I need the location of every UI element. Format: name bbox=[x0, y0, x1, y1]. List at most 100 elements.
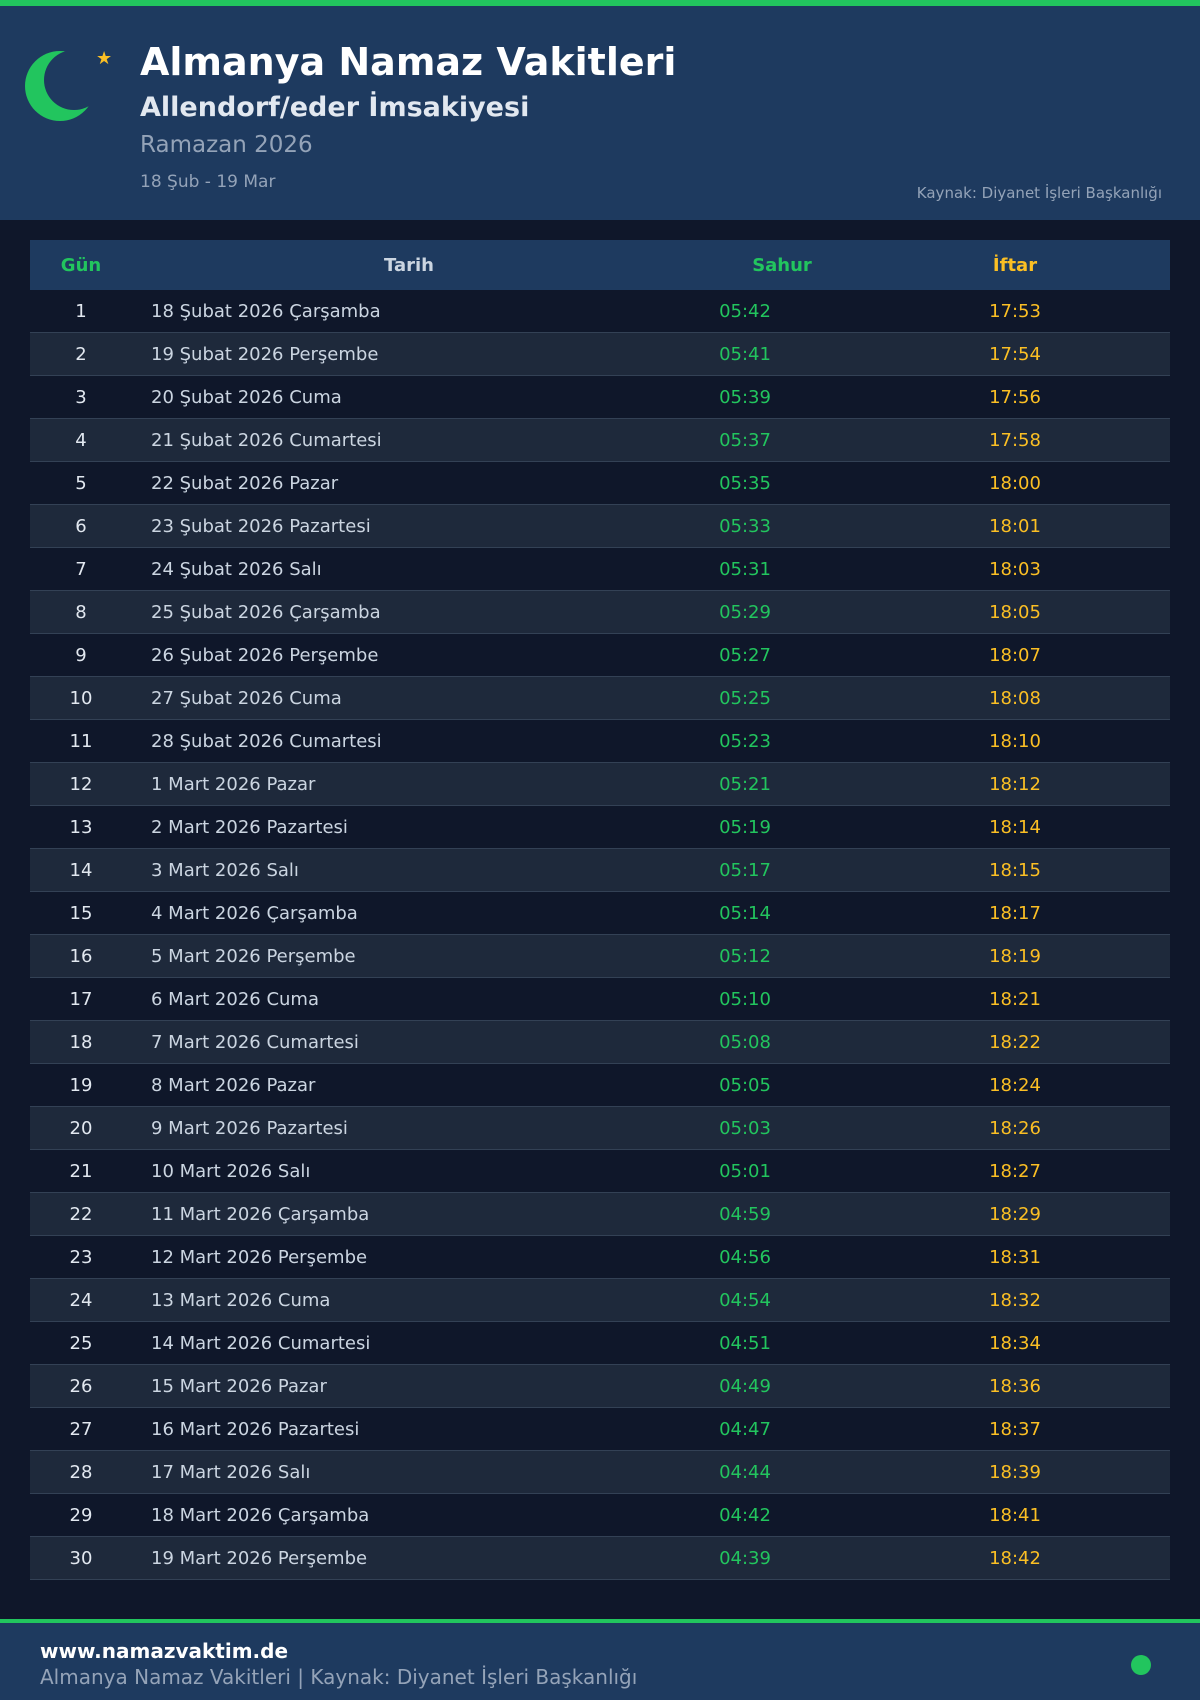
col-day: Gün bbox=[60, 254, 102, 276]
cell-iftar: 18:39 bbox=[989, 1461, 1041, 1483]
cell-sahur: 05:42 bbox=[719, 300, 771, 322]
col-sahur: Sahur bbox=[752, 254, 812, 276]
cell-iftar: 17:58 bbox=[989, 429, 1041, 451]
table-row: 12 1 Mart 2026 Pazar 05:21 18:12 bbox=[30, 763, 1170, 806]
footer-accent-bar bbox=[0, 1619, 1200, 1623]
table-row: 28 17 Mart 2026 Salı 04:44 18:39 bbox=[30, 1451, 1170, 1494]
cell-iftar: 18:36 bbox=[989, 1375, 1041, 1397]
cell-date: 1 Mart 2026 Pazar bbox=[151, 773, 316, 795]
cell-iftar: 18:05 bbox=[989, 601, 1041, 623]
cell-day: 27 bbox=[69, 1418, 93, 1440]
cell-sahur: 04:49 bbox=[719, 1375, 771, 1397]
cell-date: 9 Mart 2026 Pazartesi bbox=[151, 1117, 348, 1139]
table-row: 17 6 Mart 2026 Cuma 05:10 18:21 bbox=[30, 978, 1170, 1021]
table-row: 14 3 Mart 2026 Salı 05:17 18:15 bbox=[30, 849, 1170, 892]
cell-date: 24 Şubat 2026 Salı bbox=[151, 558, 322, 580]
cell-day: 19 bbox=[69, 1074, 93, 1096]
cell-day: 14 bbox=[69, 859, 93, 881]
table-row: 10 27 Şubat 2026 Cuma 05:25 18:08 bbox=[30, 677, 1170, 720]
cell-date: 18 Mart 2026 Çarşamba bbox=[151, 1504, 370, 1526]
cell-day: 25 bbox=[69, 1332, 93, 1354]
cell-iftar: 18:32 bbox=[989, 1289, 1041, 1311]
cell-sahur: 05:37 bbox=[719, 429, 771, 451]
col-date: Tarih bbox=[384, 254, 434, 276]
cell-iftar: 18:00 bbox=[989, 472, 1041, 494]
cell-date: 20 Şubat 2026 Cuma bbox=[151, 386, 342, 408]
cell-iftar: 17:53 bbox=[989, 300, 1041, 322]
cell-date: 28 Şubat 2026 Cumartesi bbox=[151, 730, 382, 752]
table-row: 11 28 Şubat 2026 Cumartesi 05:23 18:10 bbox=[30, 720, 1170, 763]
col-iftar: İftar bbox=[992, 254, 1038, 276]
cell-day: 3 bbox=[75, 386, 87, 408]
cell-day: 16 bbox=[69, 945, 93, 967]
cell-date: 5 Mart 2026 Perşembe bbox=[151, 945, 356, 967]
cell-date: 7 Mart 2026 Cumartesi bbox=[151, 1031, 359, 1053]
cell-iftar: 17:54 bbox=[989, 343, 1041, 365]
cell-iftar: 18:29 bbox=[989, 1203, 1041, 1225]
cell-day: 11 bbox=[69, 730, 93, 752]
date-range: 18 Şub - 19 Mar bbox=[140, 172, 276, 192]
cell-iftar: 18:26 bbox=[989, 1117, 1041, 1139]
table-header: Gün Tarih Sahur İftar bbox=[30, 240, 1170, 290]
cell-day: 18 bbox=[69, 1031, 93, 1053]
page-header: ★ Almanya Namaz Vakitleri Allendorf/eder… bbox=[0, 6, 1200, 220]
cell-sahur: 04:39 bbox=[719, 1547, 771, 1569]
cell-sahur: 05:03 bbox=[719, 1117, 771, 1139]
cell-day: 8 bbox=[75, 601, 87, 623]
table-row: 20 9 Mart 2026 Pazartesi 05:03 18:26 bbox=[30, 1107, 1170, 1150]
cell-date: 13 Mart 2026 Cuma bbox=[151, 1289, 331, 1311]
table-row: 21 10 Mart 2026 Salı 05:01 18:27 bbox=[30, 1150, 1170, 1193]
cell-date: 27 Şubat 2026 Cuma bbox=[151, 687, 342, 709]
cell-day: 28 bbox=[69, 1461, 93, 1483]
cell-date: 19 Şubat 2026 Perşembe bbox=[151, 343, 379, 365]
table-row: 13 2 Mart 2026 Pazartesi 05:19 18:14 bbox=[30, 806, 1170, 849]
cell-date: 18 Şubat 2026 Çarşamba bbox=[151, 300, 381, 322]
cell-date: 3 Mart 2026 Salı bbox=[151, 859, 299, 881]
star-icon: ★ bbox=[96, 48, 113, 69]
page-title: Almanya Namaz Vakitleri bbox=[140, 40, 677, 84]
cell-iftar: 18:24 bbox=[989, 1074, 1041, 1096]
cell-iftar: 18:15 bbox=[989, 859, 1041, 881]
cell-date: 6 Mart 2026 Cuma bbox=[151, 988, 319, 1010]
cell-day: 13 bbox=[69, 816, 93, 838]
cell-sahur: 05:21 bbox=[719, 773, 771, 795]
cell-day: 5 bbox=[75, 472, 87, 494]
cell-iftar: 17:56 bbox=[989, 386, 1041, 408]
site-link[interactable]: www.namazvaktim.de bbox=[40, 1639, 289, 1663]
cell-day: 29 bbox=[69, 1504, 93, 1526]
cell-iftar: 18:34 bbox=[989, 1332, 1041, 1354]
table-row: 1 18 Şubat 2026 Çarşamba 05:42 17:53 bbox=[30, 290, 1170, 333]
cell-day: 6 bbox=[75, 515, 87, 537]
cell-sahur: 05:35 bbox=[719, 472, 771, 494]
cell-iftar: 18:19 bbox=[989, 945, 1041, 967]
cell-date: 16 Mart 2026 Pazartesi bbox=[151, 1418, 360, 1440]
cell-day: 22 bbox=[69, 1203, 93, 1225]
cell-day: 21 bbox=[69, 1160, 93, 1182]
cell-date: 26 Şubat 2026 Perşembe bbox=[151, 644, 379, 666]
table-row: 24 13 Mart 2026 Cuma 04:54 18:32 bbox=[30, 1279, 1170, 1322]
cell-iftar: 18:12 bbox=[989, 773, 1041, 795]
cell-iftar: 18:31 bbox=[989, 1246, 1041, 1268]
table-row: 9 26 Şubat 2026 Perşembe 05:27 18:07 bbox=[30, 634, 1170, 677]
cell-day: 20 bbox=[69, 1117, 93, 1139]
table-row: 26 15 Mart 2026 Pazar 04:49 18:36 bbox=[30, 1365, 1170, 1408]
cell-date: 14 Mart 2026 Cumartesi bbox=[151, 1332, 371, 1354]
cell-sahur: 04:42 bbox=[719, 1504, 771, 1526]
table-row: 22 11 Mart 2026 Çarşamba 04:59 18:29 bbox=[30, 1193, 1170, 1236]
cell-day: 24 bbox=[69, 1289, 93, 1311]
cell-sahur: 05:10 bbox=[719, 988, 771, 1010]
table-row: 6 23 Şubat 2026 Pazartesi 05:33 18:01 bbox=[30, 505, 1170, 548]
cell-day: 7 bbox=[75, 558, 87, 580]
cell-date: 21 Şubat 2026 Cumartesi bbox=[151, 429, 382, 451]
cell-sahur: 04:54 bbox=[719, 1289, 771, 1311]
table-row: 5 22 Şubat 2026 Pazar 05:35 18:00 bbox=[30, 462, 1170, 505]
cell-sahur: 05:14 bbox=[719, 902, 771, 924]
cell-iftar: 18:41 bbox=[989, 1504, 1041, 1526]
cell-date: 10 Mart 2026 Salı bbox=[151, 1160, 311, 1182]
cell-sahur: 05:33 bbox=[719, 515, 771, 537]
table-row: 29 18 Mart 2026 Çarşamba 04:42 18:41 bbox=[30, 1494, 1170, 1537]
cell-day: 26 bbox=[69, 1375, 93, 1397]
cell-iftar: 18:22 bbox=[989, 1031, 1041, 1053]
cell-iftar: 18:08 bbox=[989, 687, 1041, 709]
cell-day: 1 bbox=[75, 300, 87, 322]
